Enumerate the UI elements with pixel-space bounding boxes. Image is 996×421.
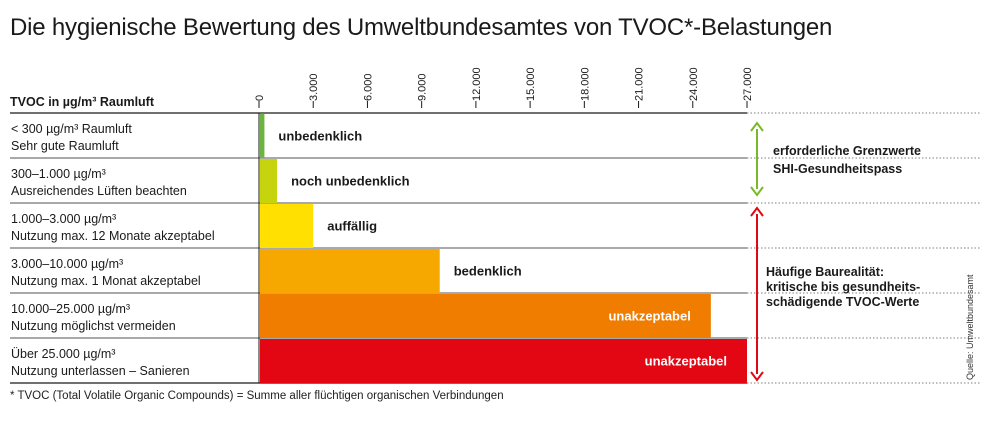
row-label-note: Ausreichendes Lüften beachten [11, 184, 187, 198]
x-tick-label: 21.000 [634, 67, 646, 101]
side-note-red: kritische bis gesundheits- [766, 280, 920, 294]
row-label-range: 1.000–3.000 µg/m³ [11, 212, 116, 226]
row-label-note: Nutzung max. 12 Monate akzeptabel [11, 229, 215, 243]
bar-1 [260, 114, 265, 158]
x-tick-label: 0 [254, 95, 266, 101]
green-arrow-head-up [750, 121, 764, 132]
bar-data-label: unakzeptabel [608, 309, 690, 324]
row-label-range: Über 25.000 µg/m³ [11, 347, 115, 361]
red-arrow-head-up [750, 206, 764, 217]
row-label-note: Nutzung max. 1 Monat akzeptabel [11, 274, 201, 288]
bar-data-label: unbedenklich [278, 129, 362, 144]
row-label-note: Sehr gute Raumluft [11, 139, 119, 153]
row-label-range: 300–1.000 µg/m³ [11, 167, 106, 181]
bar-data-label: noch unbedenklich [291, 174, 410, 189]
bar-data-label: unakzeptabel [645, 354, 727, 369]
x-tick-label: 15.000 [525, 67, 537, 101]
x-tick-label: 12.000 [471, 67, 483, 101]
bar-4 [260, 249, 440, 293]
x-tick-label: 18.000 [579, 67, 591, 101]
x-tick-label: 3.000 [308, 73, 320, 101]
side-note-green: erforderliche Grenzwerte [773, 144, 921, 158]
footnote: * TVOC (Total Volatile Organic Compounds… [10, 390, 504, 402]
chart-title: Die hygienische Bewertung des Umweltbund… [10, 14, 833, 41]
side-note-red: Häufige Baurealität: [766, 265, 884, 279]
row-label-range: < 300 µg/m³ Raumluft [11, 122, 132, 136]
axis-header: TVOC in µg/m³ Raumluft [10, 95, 155, 109]
green-arrow-head-down [750, 186, 764, 197]
bar-3 [260, 204, 314, 248]
bar-2 [260, 159, 278, 203]
bar-6 [260, 339, 747, 383]
bar-data-label: bedenklich [454, 264, 522, 279]
x-tick-label: 6.000 [362, 73, 374, 101]
bar-data-label: auffällig [327, 219, 377, 234]
row-label-note: Nutzung möglichst vermeiden [11, 319, 176, 333]
row-label-range: 3.000–10.000 µg/m³ [11, 257, 123, 271]
x-tick-label: 9.000 [417, 73, 429, 101]
row-label-range: 10.000–25.000 µg/m³ [11, 302, 130, 316]
side-note-green: SHI-Gesundheitspass [773, 162, 902, 176]
bar-5 [260, 294, 711, 338]
x-tick-label: 24.000 [688, 67, 700, 101]
x-tick-label: 27.000 [742, 67, 754, 101]
source-credit: Quelle: Umweltbundesamt [965, 274, 975, 380]
row-label-note: Nutzung unterlassen – Sanieren [11, 364, 190, 378]
side-note-red: schädigende TVOC-Werte [766, 295, 919, 309]
red-arrow-head-down [750, 371, 764, 382]
